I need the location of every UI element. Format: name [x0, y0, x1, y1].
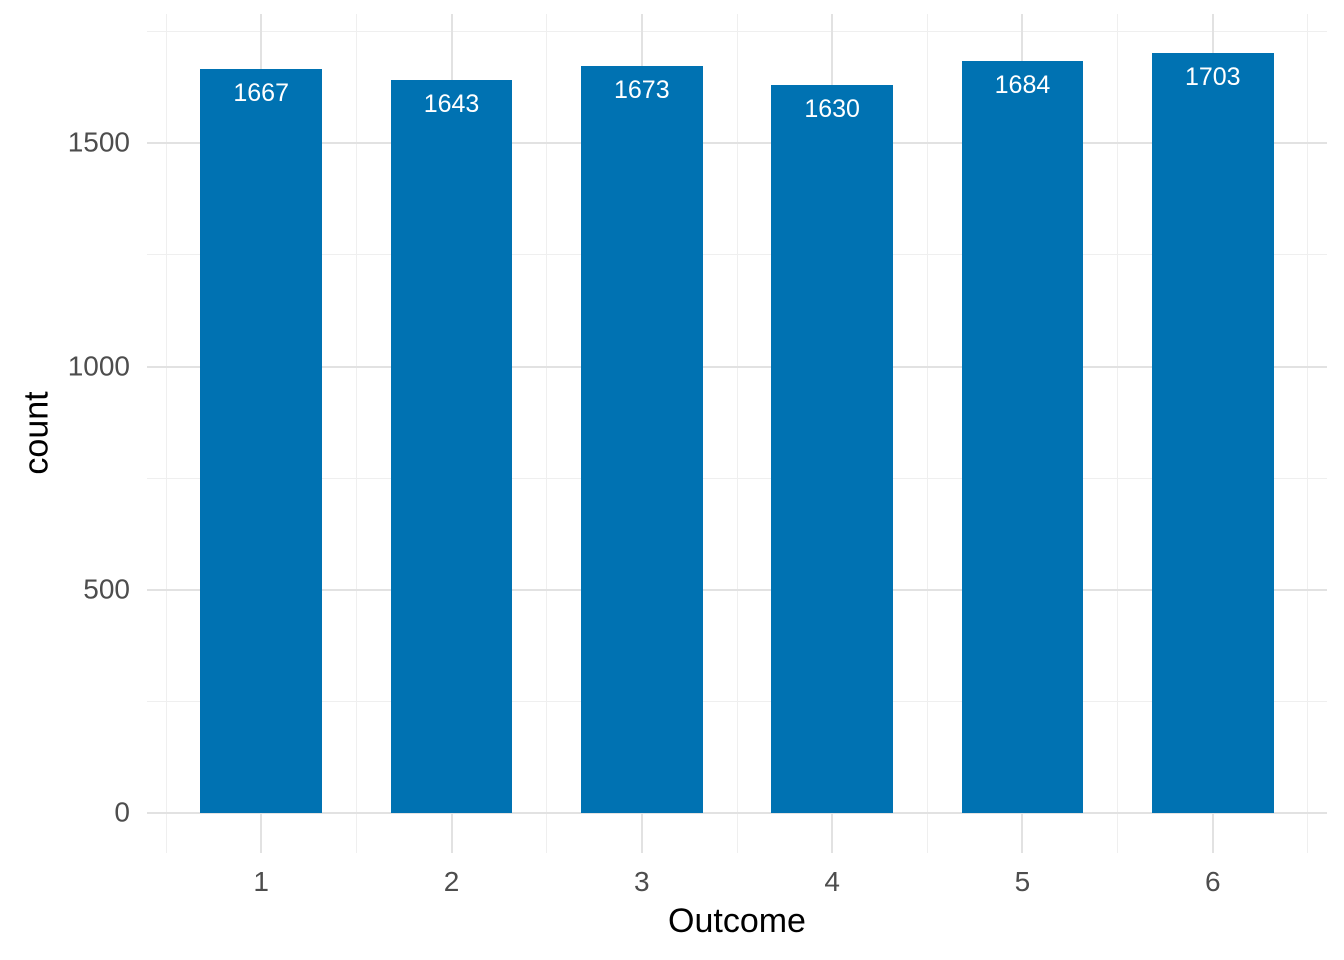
bar-value-label: 1630	[804, 95, 860, 124]
gridline-major-horizontal	[147, 365, 1327, 368]
x-tick-label: 2	[443, 866, 460, 897]
x-axis-title: Outcome	[668, 902, 806, 940]
bar-value-label: 1673	[614, 76, 670, 105]
gridline-minor-vertical	[1307, 14, 1309, 853]
gridline-minor-vertical	[355, 14, 357, 853]
gridline-minor-vertical	[165, 14, 167, 853]
gridline-minor-vertical	[736, 14, 738, 853]
bar-outcome-6: 1703	[1151, 52, 1274, 813]
gridline-major-horizontal	[147, 142, 1327, 145]
bar-value-label: 1643	[423, 89, 480, 118]
y-axis-title: count	[17, 391, 56, 475]
x-tick-label: 4	[824, 866, 840, 897]
bar-outcome-5: 1684	[961, 61, 1084, 813]
bar-value-label: 1684	[994, 71, 1051, 100]
bar-value-label: 1703	[1184, 62, 1241, 91]
plot-panel: 1667 1643 1673 1630 1684 1703	[147, 14, 1327, 853]
bar-outcome-2: 1643	[390, 79, 513, 813]
y-tick-label: 0	[114, 796, 130, 828]
y-tick-label: 1500	[67, 126, 130, 158]
x-tick-label: 1	[253, 866, 269, 897]
x-tick-label: 6	[1205, 866, 1221, 897]
y-tick-label: 500	[83, 573, 130, 605]
gridline-minor-vertical	[1117, 14, 1119, 853]
bar-outcome-3: 1673	[580, 66, 703, 813]
gridline-major-horizontal	[147, 588, 1327, 591]
x-tick-label: 3	[634, 866, 650, 897]
x-tick-label: 5	[1014, 866, 1031, 897]
bar-outcome-4: 1630	[771, 85, 894, 813]
bar-outcome-1: 1667	[200, 68, 323, 813]
bar-value-label: 1667	[233, 78, 289, 107]
gridline-major-horizontal	[147, 811, 1327, 814]
y-tick-label: 1000	[67, 349, 130, 381]
gridline-minor-vertical	[926, 14, 928, 853]
gridline-minor-vertical	[546, 14, 548, 853]
